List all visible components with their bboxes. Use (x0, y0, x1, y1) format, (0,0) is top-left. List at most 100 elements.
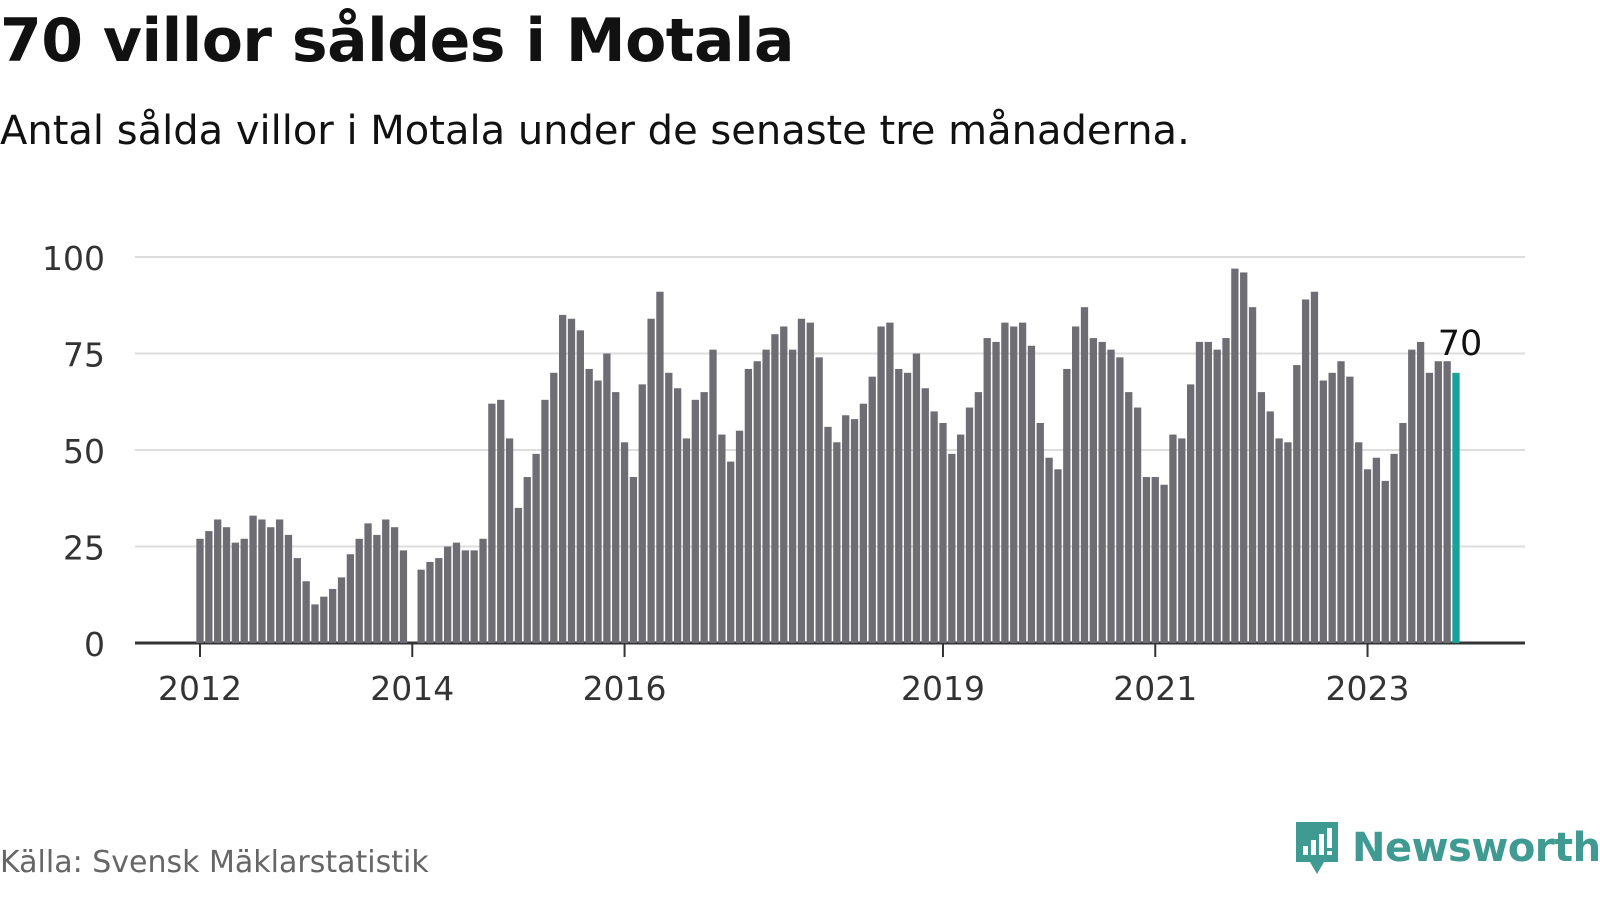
bar (585, 368, 593, 643)
bar (532, 453, 540, 643)
bar (603, 353, 611, 643)
bar (1416, 341, 1425, 643)
bar (1328, 372, 1336, 643)
x-tick-label: 2014 (370, 669, 454, 708)
bar (1248, 307, 1257, 643)
bar (691, 399, 699, 643)
bar (780, 326, 788, 643)
bar (833, 442, 841, 643)
bar (1204, 341, 1212, 643)
bar (231, 542, 240, 643)
bar (1089, 338, 1097, 643)
bar (656, 291, 664, 643)
bar (948, 453, 956, 643)
bar (682, 438, 691, 643)
bar (470, 550, 478, 643)
bar (355, 538, 363, 643)
bar (1425, 372, 1434, 643)
bar (859, 403, 868, 643)
bar (1337, 361, 1345, 643)
bar (1125, 392, 1133, 643)
bar (1133, 407, 1142, 643)
bar (293, 558, 301, 643)
bar (877, 326, 885, 643)
bar (1107, 349, 1115, 643)
bar (1355, 442, 1363, 643)
bar (1434, 361, 1442, 643)
bar (205, 531, 213, 643)
bars (196, 268, 1460, 643)
bar (1080, 307, 1089, 643)
chart-subtitle: Antal sålda villor i Motala under de sen… (0, 108, 1190, 154)
bar (1036, 422, 1044, 643)
bar (373, 534, 381, 643)
bar (1390, 453, 1398, 643)
bar (974, 392, 983, 643)
bar (541, 399, 549, 643)
bar (399, 550, 408, 643)
x-tick-label: 2023 (1326, 669, 1410, 708)
bar (1408, 349, 1416, 643)
bar (214, 519, 222, 643)
bar (576, 330, 584, 643)
bar (1010, 326, 1018, 643)
x-tick-label: 2019 (901, 669, 985, 708)
bar (930, 411, 938, 643)
bar (1213, 349, 1221, 643)
bar (815, 357, 823, 643)
bar (558, 314, 567, 643)
bar (1266, 411, 1274, 643)
bar (744, 368, 753, 643)
bar (788, 349, 797, 643)
bar (665, 372, 673, 643)
bar (912, 353, 921, 643)
bar (1001, 322, 1009, 643)
bar (1301, 299, 1310, 643)
bar (1018, 322, 1027, 643)
bar (1054, 469, 1062, 643)
bar (196, 538, 204, 643)
bar (700, 392, 708, 643)
bar (249, 515, 257, 643)
bar (629, 477, 638, 643)
bar-latest (1452, 372, 1460, 643)
bar (1222, 338, 1230, 643)
bar (302, 581, 310, 643)
bar (567, 318, 576, 643)
bar (550, 372, 558, 643)
bar (514, 507, 523, 643)
bar (718, 434, 726, 643)
bar (1363, 469, 1372, 643)
bar (1072, 326, 1080, 643)
bar (497, 399, 505, 643)
bar (1142, 477, 1151, 643)
bar (753, 361, 761, 643)
newsworthy-logo-icon (1296, 822, 1338, 874)
bar (983, 338, 991, 643)
bar (1372, 457, 1381, 643)
bar (647, 318, 655, 643)
bar (868, 376, 876, 643)
bar (222, 527, 231, 643)
bar (1240, 272, 1248, 643)
bar (1178, 438, 1186, 643)
bar (417, 569, 425, 643)
bar (452, 542, 461, 643)
bar (771, 334, 779, 643)
bar (673, 388, 682, 643)
bar (903, 372, 912, 643)
bar (1195, 341, 1204, 643)
x-tick-label: 2016 (583, 669, 667, 708)
bar (1160, 484, 1168, 643)
bar (426, 561, 434, 643)
newsworthy-logo[interactable]: Newsworthy (1292, 818, 1600, 878)
bar (329, 588, 337, 643)
bar (594, 380, 602, 643)
bar (284, 534, 293, 643)
bar (965, 407, 974, 643)
bar (939, 422, 947, 643)
bar (1293, 365, 1301, 643)
bar (1346, 376, 1354, 643)
y-tick-label: 50 (63, 432, 105, 471)
bar (382, 519, 390, 643)
